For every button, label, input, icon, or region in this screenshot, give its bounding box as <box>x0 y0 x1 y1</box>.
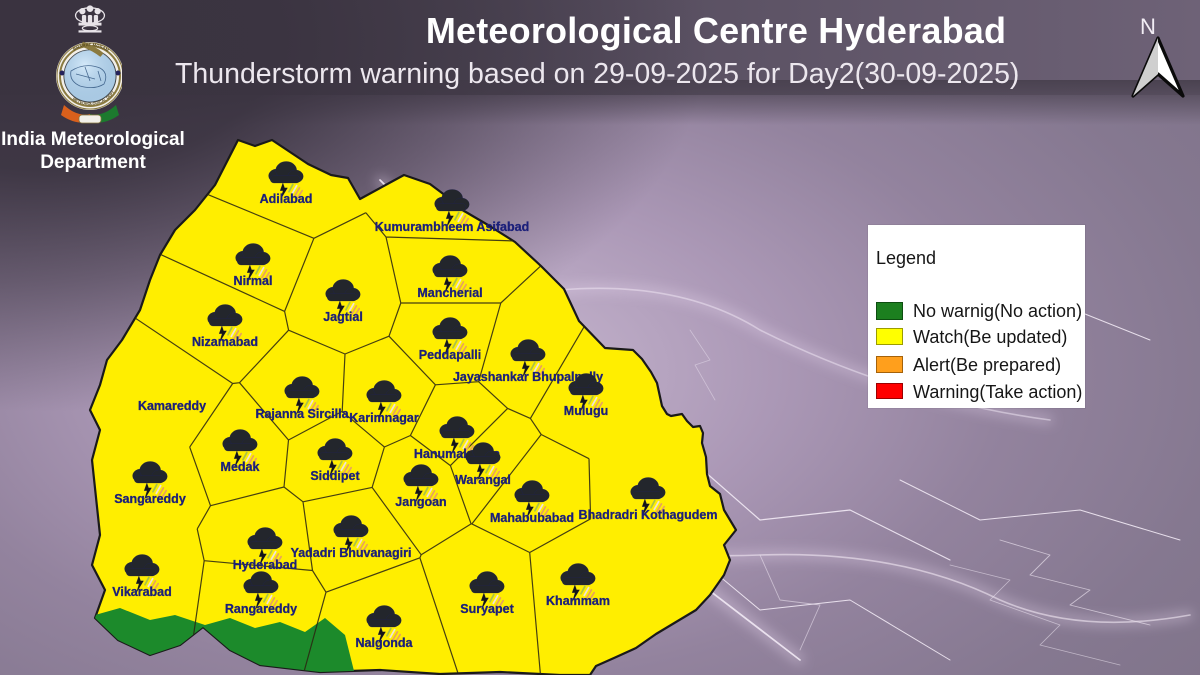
svg-text:Sangareddy: Sangareddy <box>114 492 186 506</box>
svg-text:Karimnagar: Karimnagar <box>349 411 419 425</box>
svg-text:Siddipet: Siddipet <box>310 469 360 483</box>
svg-text:Bhadradri Kothagudem: Bhadradri Kothagudem <box>579 508 718 522</box>
svg-text:Mancherial: Mancherial <box>417 286 482 300</box>
svg-text:Nirmal: Nirmal <box>234 274 273 288</box>
svg-text:Vikarabad: Vikarabad <box>112 585 172 599</box>
svg-text:Peddapalli: Peddapalli <box>419 348 482 362</box>
svg-text:Hyderabad: Hyderabad <box>233 558 298 572</box>
svg-text:Yadadri Bhuvanagiri: Yadadri Bhuvanagiri <box>291 546 412 560</box>
svg-text:Kamareddy: Kamareddy <box>138 399 206 413</box>
svg-text:Mahabubabad: Mahabubabad <box>490 511 574 525</box>
svg-text:Suryapet: Suryapet <box>460 602 514 616</box>
svg-text:Mulugu: Mulugu <box>564 404 608 418</box>
svg-text:Kumurambheem Asifabad: Kumurambheem Asifabad <box>375 220 529 234</box>
svg-text:Khammam: Khammam <box>546 594 610 608</box>
svg-text:Medak: Medak <box>221 460 260 474</box>
svg-text:Rajanna Sircilla: Rajanna Sircilla <box>255 407 349 421</box>
svg-text:Nizamabad: Nizamabad <box>192 335 258 349</box>
svg-text:Nalgonda: Nalgonda <box>356 636 414 650</box>
svg-text:Jangoan: Jangoan <box>395 495 446 509</box>
svg-text:Jagtial: Jagtial <box>323 310 363 324</box>
svg-text:Rangareddy: Rangareddy <box>225 602 297 616</box>
svg-text:Warangal: Warangal <box>455 473 511 487</box>
svg-text:Adilabad: Adilabad <box>260 192 313 206</box>
